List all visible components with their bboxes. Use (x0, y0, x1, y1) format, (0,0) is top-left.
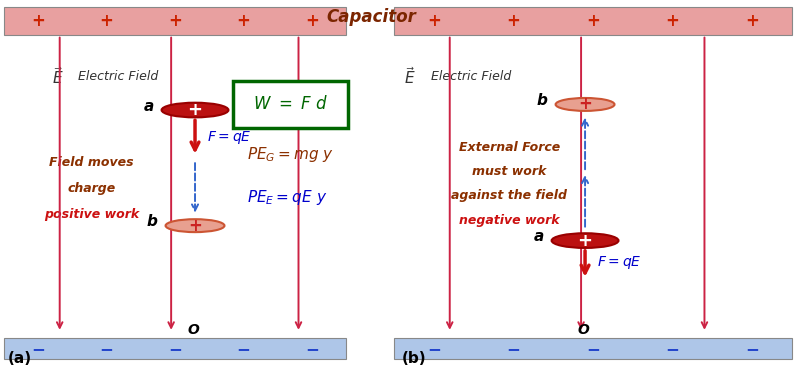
Text: +: + (745, 12, 759, 29)
Text: positive work: positive work (44, 208, 139, 221)
Text: negative work: negative work (459, 214, 560, 226)
Text: Capacitor: Capacitor (326, 8, 416, 26)
Text: $\mathit{PE_E = qE\ y}$: $\mathit{PE_E = qE\ y}$ (247, 188, 327, 207)
Text: −: − (586, 340, 600, 358)
Bar (394, 7, 792, 35)
Text: charge: charge (68, 182, 115, 195)
Bar (394, 339, 792, 359)
Text: +: + (665, 12, 680, 29)
Text: must work: must work (472, 165, 547, 178)
Text: $\mathit{F = qE}$: $\mathit{F = qE}$ (207, 129, 252, 146)
Text: (a): (a) (8, 351, 32, 366)
Bar (4, 339, 346, 359)
Text: Field moves: Field moves (49, 156, 134, 169)
Text: +: + (506, 12, 521, 29)
Text: +: + (31, 12, 45, 29)
Text: +: + (100, 12, 114, 29)
Text: Electric Field: Electric Field (427, 70, 511, 83)
Ellipse shape (556, 98, 615, 111)
Text: $\mathit{W\ =\ F\ d}$: $\mathit{W\ =\ F\ d}$ (253, 95, 328, 113)
Text: $\vec{E}$: $\vec{E}$ (52, 66, 64, 87)
Text: −: − (427, 340, 441, 358)
Text: b: b (146, 214, 158, 229)
Text: Electric Field: Electric Field (74, 70, 158, 83)
Ellipse shape (166, 219, 224, 232)
Text: +: + (427, 12, 441, 29)
Text: +: + (305, 12, 319, 29)
Text: $\mathit{F = qE}$: $\mathit{F = qE}$ (597, 254, 642, 271)
Text: (b): (b) (402, 351, 427, 366)
Text: +: + (188, 101, 202, 119)
Ellipse shape (552, 233, 618, 248)
Text: O: O (188, 323, 199, 337)
Text: a: a (143, 99, 154, 114)
Text: +: + (578, 232, 592, 250)
Text: $\vec{E}$: $\vec{E}$ (404, 66, 416, 87)
Ellipse shape (162, 103, 228, 117)
Text: +: + (586, 12, 600, 29)
Text: −: − (100, 340, 114, 358)
Text: −: − (506, 340, 521, 358)
Text: −: − (665, 340, 680, 358)
Text: External Force: External Force (458, 141, 560, 154)
Text: a: a (533, 229, 544, 244)
Text: +: + (188, 217, 202, 235)
Text: −: − (236, 340, 251, 358)
Text: against the field: against the field (451, 189, 568, 202)
Text: −: − (305, 340, 319, 358)
Text: −: − (168, 340, 182, 358)
Text: +: + (578, 95, 592, 113)
Text: O: O (578, 323, 589, 337)
Text: +: + (236, 12, 251, 29)
Text: $\mathit{PE_G = mg\ y}$: $\mathit{PE_G = mg\ y}$ (247, 145, 334, 164)
Text: −: − (745, 340, 759, 358)
Text: −: − (31, 340, 45, 358)
Text: +: + (168, 12, 182, 29)
Bar (4, 7, 346, 35)
Text: b: b (537, 93, 548, 108)
FancyBboxPatch shape (232, 81, 349, 128)
